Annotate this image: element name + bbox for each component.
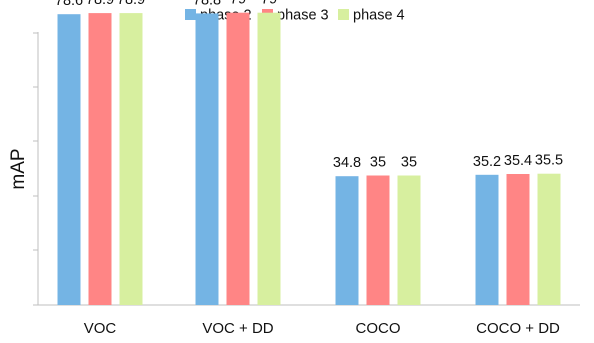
- value-label-phase-3-0: 78.9: [86, 0, 114, 8]
- value-label-phase-4-1: 79: [261, 0, 277, 8]
- bar-phase-2-2: [335, 176, 359, 305]
- y-axis-label: mAP: [8, 148, 29, 189]
- x-tick-label-2: COCO: [356, 320, 401, 337]
- value-label-phase-4-3: 35.5: [535, 153, 563, 169]
- bar-phase-2-3: [475, 174, 499, 305]
- legend-item-phase-4: phase 4: [338, 8, 405, 24]
- value-label-phase-2-0: 78.6: [55, 0, 83, 9]
- value-labels: 78.6 78.8 34.8 35.2 78.9 79 35 35.4 78.9 79 35 35.5: [55, 0, 563, 171]
- value-label-phase-2-2: 34.8: [333, 155, 361, 171]
- bar-phase-3-1: [226, 12, 250, 305]
- bar-phase-4-0: [119, 13, 143, 305]
- x-tick-labels: VOC VOC + DD COCO COCO + DD: [84, 320, 560, 337]
- bar-phase-2-0: [57, 14, 81, 305]
- value-label-phase-4-2: 35: [401, 155, 417, 171]
- x-tick-label-1: VOC + DD: [202, 320, 273, 337]
- value-label-phase-3-3: 35.4: [504, 153, 532, 169]
- legend-swatch-2: [338, 9, 349, 20]
- bar-phase-3-2: [366, 175, 390, 305]
- value-label-phase-2-1: 78.8: [193, 0, 221, 8]
- x-tick-label-3: COCO + DD: [476, 320, 560, 337]
- legend-label-1: phase 3: [277, 8, 329, 24]
- value-label-phase-3-2: 35: [370, 155, 386, 171]
- value-label-phase-2-3: 35.2: [473, 154, 501, 170]
- bar-phase-4-2: [397, 175, 421, 305]
- legend-label-2: phase 4: [353, 8, 405, 24]
- bar-phase-3-0: [88, 13, 112, 305]
- legend-swatch-0: [185, 9, 196, 20]
- bar-phase-2-1: [195, 13, 219, 306]
- bar-phase-3-3: [506, 174, 530, 305]
- bar-phase-4-1: [257, 12, 281, 305]
- value-label-phase-4-0: 78.9: [117, 0, 145, 8]
- bars: [57, 12, 561, 306]
- bar-phase-4-3: [537, 173, 561, 305]
- value-label-phase-3-1: 79: [230, 0, 246, 8]
- x-tick-label-0: VOC: [84, 320, 117, 337]
